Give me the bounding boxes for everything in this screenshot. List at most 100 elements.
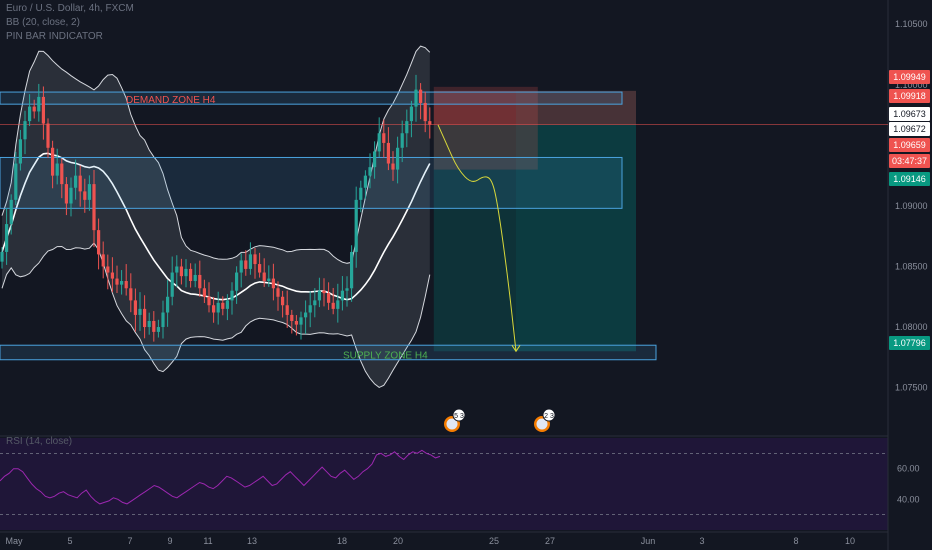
candle-body [198, 274, 202, 289]
price-tag-value: 1.09949 [893, 72, 926, 82]
badge-count: 5 3 [454, 413, 464, 420]
candle-body [28, 106, 32, 122]
projection-arrowhead [511, 345, 521, 353]
candle-body [202, 288, 206, 297]
price-axis-tick: 1.10000 [895, 80, 928, 90]
candle-body [248, 254, 252, 269]
rsi-axis-tick: 60.00 [897, 464, 920, 474]
price-tag: 1.09673 [889, 107, 930, 121]
candle-body [18, 139, 22, 164]
candle-body [92, 184, 96, 231]
candle-body [331, 302, 335, 309]
price-tag-bg [889, 336, 930, 350]
candle-body [391, 163, 395, 170]
candle-body [23, 121, 27, 140]
price-axis-tick: 1.10500 [895, 19, 928, 29]
rsi-axis-tick: 40.00 [897, 494, 920, 504]
price-tag-bg [889, 154, 930, 168]
candle-body [363, 175, 367, 188]
price-tag-value: 03:47:37 [892, 156, 927, 166]
candle-body [400, 133, 404, 148]
time-axis-tick: 9 [167, 536, 172, 546]
candle-body [313, 300, 317, 306]
candle-body [216, 302, 220, 313]
candle-body [133, 300, 137, 315]
candle-body [189, 268, 193, 282]
candle-body [14, 163, 18, 200]
candle-body [354, 199, 358, 252]
price-tag: 1.09672 [889, 122, 930, 136]
event-badge[interactable]: 5 3 [444, 408, 466, 432]
price-axis-tick: 1.07500 [895, 383, 928, 393]
candle-body [5, 224, 9, 252]
symbol-title: Euro / U.S. Dollar, 4h, FXCM [6, 3, 134, 14]
price-axis-tick: 1.08500 [895, 261, 928, 271]
candle-body [147, 320, 151, 328]
candle-body [78, 175, 82, 192]
price-tag-bg [889, 107, 930, 121]
candle-body [322, 290, 326, 294]
candle-body [120, 281, 124, 285]
price-axis-tick: 1.08000 [895, 322, 928, 332]
candle-body [37, 96, 41, 112]
event-badge[interactable]: 2 3 [534, 408, 556, 432]
flag-icon-inner [536, 418, 548, 430]
candle-body [235, 272, 239, 291]
candle-body [382, 133, 386, 143]
price-axis-tick: 1.09000 [895, 201, 928, 211]
candle-body [83, 191, 87, 200]
candle-body [193, 274, 197, 282]
candle-body [419, 89, 423, 103]
take-profit-area [433, 124, 636, 352]
candle-body [327, 293, 331, 303]
candle-body [244, 260, 248, 269]
candle-body [101, 254, 105, 267]
candle-body [170, 272, 174, 297]
candle-body [32, 106, 36, 112]
candle-body [175, 266, 179, 273]
stop-column [433, 86, 538, 170]
candle-body [115, 278, 119, 285]
candle-body [106, 266, 110, 273]
candle-body [207, 296, 211, 306]
candle-body [414, 89, 418, 107]
candle-body [345, 288, 349, 291]
price-tag-value: 1.09918 [893, 91, 926, 101]
price-tag: 1.09918 [889, 89, 930, 103]
candle-body [74, 175, 78, 188]
price-tag-value: 1.09672 [893, 124, 926, 134]
demand-zone-label: DEMAND ZONE H4 [126, 95, 216, 106]
candle-body [262, 272, 266, 282]
bollinger-basis [1, 152, 431, 301]
candle-body [41, 96, 45, 124]
candle-body [230, 290, 234, 301]
stop-loss-area [433, 90, 636, 125]
candle-body [405, 121, 409, 134]
bollinger-legend: BB (20, close, 2) [6, 17, 80, 28]
flag-icon-inner [446, 418, 458, 430]
candle-body [368, 167, 372, 176]
candle-body [253, 254, 257, 265]
time-axis-tick: 11 [203, 536, 212, 546]
candle-body [97, 230, 101, 255]
candle-body [0, 251, 4, 262]
zone-rect [0, 91, 623, 105]
time-axis-tick: Jun [641, 536, 656, 546]
rsi-pane [0, 438, 888, 530]
candle-body [55, 163, 59, 176]
time-axis-tick: May [5, 536, 23, 546]
time-axis-tick: 5 [67, 536, 72, 546]
candle-body [166, 296, 170, 313]
time-axis-tick: 25 [489, 536, 499, 546]
candle-body [299, 317, 303, 325]
candle-body [377, 133, 381, 152]
projection-path [437, 124, 517, 352]
candle-body [294, 320, 298, 325]
price-tag-bg [889, 89, 930, 103]
time-axis-tick: 3 [699, 536, 704, 546]
candle-body [87, 184, 91, 200]
time-axis-tick: 18 [337, 536, 347, 546]
time-axis-tick: 20 [393, 536, 403, 546]
candle-body [161, 312, 165, 328]
